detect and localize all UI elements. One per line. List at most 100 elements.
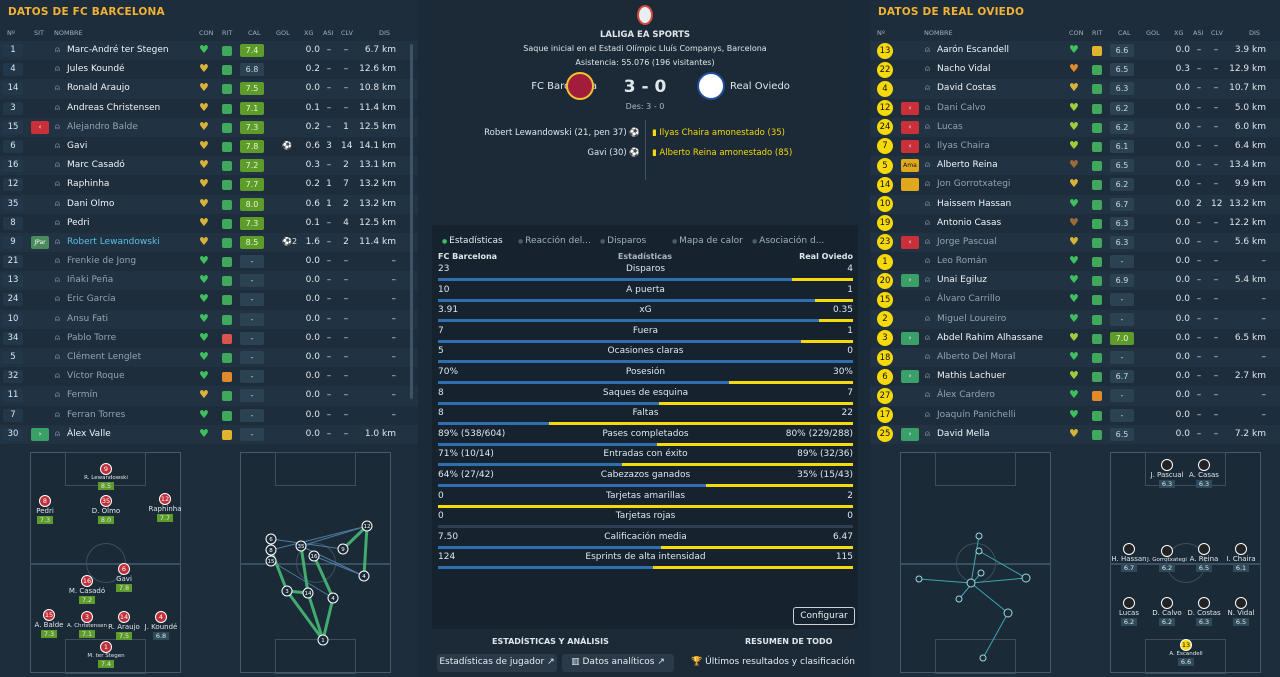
table-row[interactable]: 24 ⍝ Eric García ♥ -0.0– – –	[0, 290, 418, 309]
table-row[interactable]: 3 › ⍝ Abdel Rahim Alhassane ♥ 7.0 0.0– –6.5 km	[870, 329, 1280, 348]
player-name[interactable]: Miguel Loureiro	[937, 313, 1007, 324]
formation-player[interactable]: 35 D. Olmo 8.0	[81, 495, 131, 524]
col-number[interactable]: Nº	[7, 29, 15, 37]
formation-player[interactable]: J. Pascual 6.3	[1142, 459, 1192, 488]
table-row[interactable]: 27 ⍝ Álex Cardero ♥ -0.0– – –	[870, 386, 1280, 406]
formation-player[interactable]: 1 M. ter Stegen 7.4	[81, 641, 131, 668]
table-row[interactable]: 5 Ama ⍝ Alberto Reina ♥ 6.5 0.0– –13.4 km	[870, 156, 1280, 176]
player-name[interactable]: Robert Lewandowski	[67, 236, 160, 247]
formation-player[interactable]: H. Hassan 6.7	[1104, 543, 1154, 572]
col-gol[interactable]: GOL	[276, 29, 290, 37]
player-name[interactable]: Marc-André ter Stegen	[67, 45, 169, 55]
player-name[interactable]: Antonio Casas	[937, 217, 1002, 228]
col-gol[interactable]: GOL	[1146, 29, 1160, 37]
table-row[interactable]: 23 ‹ ⍝ Jorge Pascual ♥ 6.3 0.0– –5.6 km	[870, 232, 1280, 253]
table-row[interactable]: 22 ⍝ Nacho Vidal ♥ 6.5 0.3– –12.9 km	[870, 60, 1280, 79]
table-row[interactable]: 12 ⍝ Raphinha ♥ 7.7 0.2 1 7 13.2 km	[0, 175, 418, 194]
table-row[interactable]: 18 ⍝ Alberto Del Moral ♥ -0.0– – –	[870, 348, 1280, 368]
formation-player[interactable]: 13 A. Escandell 6.6	[1161, 639, 1211, 666]
table-row[interactable]: 11 ⍝ Fermín ♥ -0.0– – –	[0, 386, 418, 406]
formation-player[interactable]: 4 J. Koundé 6.8	[136, 611, 186, 640]
table-row[interactable]: 16 ⍝ Marc Casadó ♥ 7.2 0.3–2 13.1 km	[0, 156, 418, 176]
table-row[interactable]: 10 ⍝ Ansu Fati ♥ -0.0– – –	[0, 309, 418, 329]
player-name[interactable]: Iñaki Peña	[67, 275, 114, 286]
tab-4[interactable]: ● Asociación d...	[752, 236, 824, 246]
tab-1[interactable]: ● Reacción del...	[518, 236, 591, 246]
player-name[interactable]: Dani Olmo	[67, 198, 115, 209]
player-name[interactable]: Alberto Del Moral	[937, 352, 1016, 362]
col-sit[interactable]: SIT	[34, 29, 45, 37]
tab-2[interactable]: ● Disparos	[600, 236, 646, 246]
formation-player[interactable]: 15 A. Balde 7.3	[24, 609, 74, 638]
table-row[interactable]: 12 ‹ ⍝ Dani Calvo ♥ 6.2 0.0– –5.0 km	[870, 99, 1280, 118]
player-name[interactable]: Jorge Pascual	[937, 236, 997, 247]
player-name[interactable]: Aarón Escandell	[937, 45, 1010, 55]
player-name[interactable]: Pedri	[67, 217, 90, 228]
player-name[interactable]: Álvaro Carrillo	[937, 294, 1001, 305]
player-name[interactable]: Víctor Roque	[67, 371, 125, 382]
player-name[interactable]: Leo Román	[937, 256, 988, 267]
table-row[interactable]: 8 ⍝ Pedri ♥ 7.3 0.1–4 12.5 km	[0, 214, 418, 233]
table-row[interactable]: 1 ⍝ Leo Román ♥ -0.0– – –	[870, 252, 1280, 271]
player-name[interactable]: Jon Gorrotxategi	[937, 179, 1011, 190]
analytics-button[interactable]: ▥ Datos analíticos ↗	[562, 654, 674, 672]
col-dis[interactable]: DIS	[379, 29, 391, 37]
player-name[interactable]: David Mella	[937, 428, 990, 439]
col-cal[interactable]: CAL	[1118, 29, 1131, 37]
player-name[interactable]: Unai Egiluz	[937, 275, 987, 286]
table-row[interactable]: 14 ⍝ Ronald Araujo ♥ 7.5 0.0– –10.8 km	[0, 79, 418, 99]
player-name[interactable]: Haissem Hassan	[937, 198, 1012, 209]
results-button[interactable]: 🏆 Últimos resultados y clasificación	[690, 654, 856, 672]
formation-player[interactable]: 6 Gavi 7.8	[99, 563, 149, 592]
player-name[interactable]: Lucas	[937, 121, 963, 132]
player-name[interactable]: Àlex Valle	[67, 428, 111, 439]
table-row[interactable]: 19 ⍝ Antonio Casas ♥ 6.3 0.0– –12.2 km	[870, 214, 1280, 233]
player-name[interactable]: Ilyas Chaira	[937, 140, 990, 151]
player-name[interactable]: Pablo Torre	[67, 332, 117, 343]
formation-player[interactable]: I. Chaira 6.1	[1216, 543, 1266, 572]
table-row[interactable]: 20 › ⍝ Unai Egiluz ♥ 6.9 0.0– –5.4 km	[870, 271, 1280, 291]
formation-player[interactable]: Lucas 6.2	[1104, 597, 1154, 626]
table-row[interactable]: 5 ⍝ Clément Lenglet ♥ -0.0– – –	[0, 348, 418, 368]
player-name[interactable]: Marc Casadó	[67, 160, 125, 171]
table-row[interactable]: 1 ⍝ Marc-André ter Stegen ♥ 7.4 0.0– –6.7 km	[0, 41, 418, 61]
table-row[interactable]: 4 ⍝ David Costas ♥ 6.3 0.0– –10.7 km	[870, 79, 1280, 99]
table-row[interactable]: 7 ‹ ⍝ Ilyas Chaira ♥ 6.1 0.0– –6.4 km	[870, 137, 1280, 156]
col-dis[interactable]: DIS	[1249, 29, 1261, 37]
col-name[interactable]: NOMBRE	[924, 29, 953, 37]
col-clv[interactable]: CLV	[1211, 29, 1223, 37]
player-name[interactable]: Ansu Fati	[67, 313, 109, 324]
configure-button[interactable]: Configurar	[793, 607, 855, 625]
formation-player[interactable]: J. Gorrotxategi 6.2	[1142, 545, 1192, 572]
col-rit[interactable]: RIT	[222, 29, 233, 37]
formation-player[interactable]: 14 R. Araujo 7.5	[99, 611, 149, 640]
table-row[interactable]: 10 ⍝ Haissem Hassan ♥ 6.7 0.0 2 12 13.2 km	[870, 194, 1280, 214]
formation-player[interactable]: 3 A. Christensen 7.1	[62, 611, 112, 638]
table-row[interactable]: 7 ⍝ Ferran Torres ♥ -0.0– – –	[0, 406, 418, 425]
table-row[interactable]: 9 JPar ⍝ Robert Lewandowski ♥ 8.5 ⚽2 1.6–2 11.4 …	[0, 232, 418, 253]
player-name[interactable]: Ferran Torres	[67, 409, 126, 420]
tab-3[interactable]: ● Mapa de calor	[672, 236, 743, 246]
home-team-name[interactable]: FC Barcelona	[531, 81, 597, 92]
table-row[interactable]: 3 ⍝ Andreas Christensen ♥ 7.1 0.1– –11.4 km	[0, 99, 418, 118]
player-name[interactable]: Fermín	[67, 390, 98, 401]
col-name[interactable]: NOMBRE	[54, 29, 83, 37]
col-con[interactable]: CON	[199, 29, 214, 37]
player-name[interactable]: Eric García	[67, 294, 116, 305]
scrollbar[interactable]	[410, 44, 413, 399]
table-row[interactable]: 4 ⍝ Jules Koundé ♥ 6.8 0.2– –12.6 km	[0, 60, 418, 79]
table-row[interactable]: 32 ⍝ Víctor Roque ♥ -0.0– – –	[0, 367, 418, 386]
player-name[interactable]: Alejandro Balde	[67, 121, 138, 132]
player-name[interactable]: Álex Cardero	[937, 390, 995, 401]
formation-player[interactable]: D. Calvo 6.2	[1142, 597, 1192, 626]
col-con[interactable]: CON	[1069, 29, 1084, 37]
table-row[interactable]: 6 ⍝ Gavi ♥ 7.8 ⚽ 0.6 3 14 14.1 km	[0, 137, 418, 156]
player-name[interactable]: Dani Calvo	[937, 102, 986, 113]
col-asi[interactable]: ASI	[1193, 29, 1204, 37]
table-row[interactable]: 15 ‹ ⍝ Alejandro Balde ♥ 7.3 0.2–1 12.5 km	[0, 117, 418, 137]
player-name[interactable]: Abdel Rahim Alhassane	[937, 332, 1043, 343]
table-row[interactable]: 6 › ⍝ Mathis Lachuer ♥ 6.7 0.0– –2.7 km	[870, 367, 1280, 386]
formation-player[interactable]: 8 Pedri 7.3	[20, 495, 70, 524]
table-row[interactable]: 17 ⍝ Joaquín Panichelli ♥ -0.0– – –	[870, 406, 1280, 425]
col-cal[interactable]: CAL	[248, 29, 261, 37]
